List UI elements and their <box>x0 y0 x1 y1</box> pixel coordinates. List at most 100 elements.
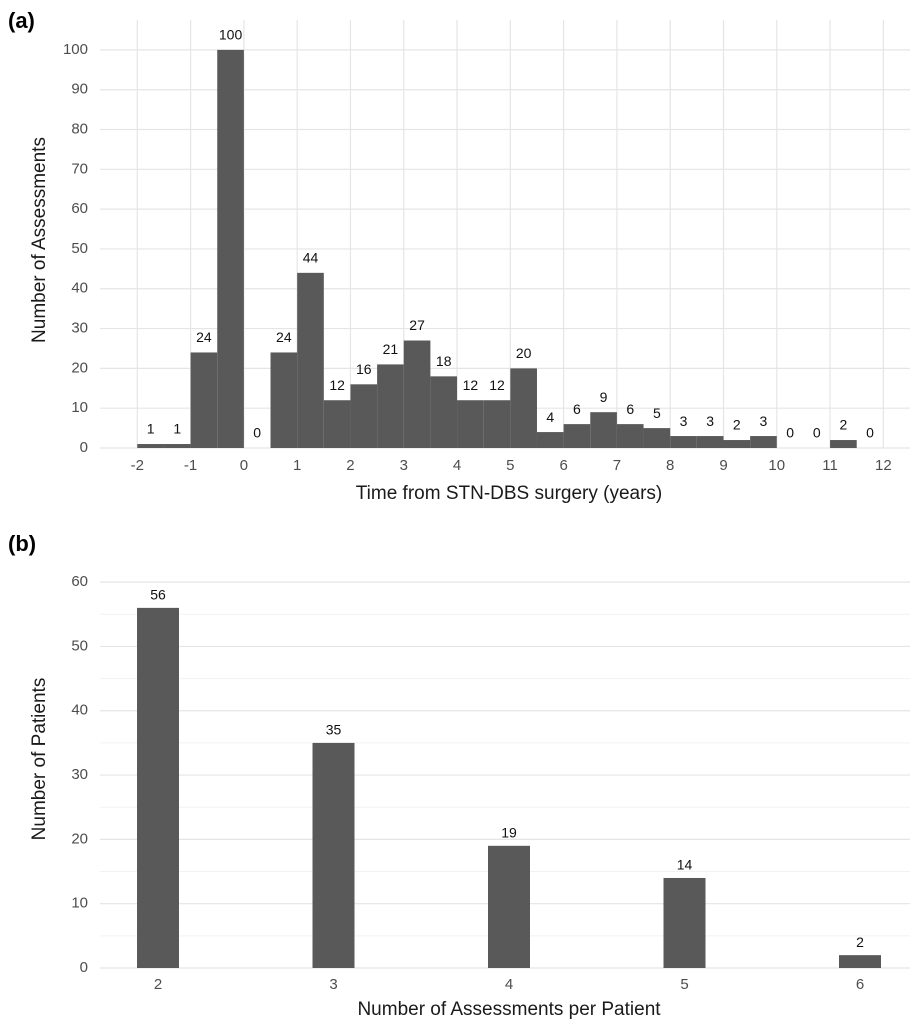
value-label: 16 <box>356 361 372 377</box>
value-label: 27 <box>409 317 425 333</box>
value-label: 14 <box>677 857 693 873</box>
y-tick-label: 60 <box>71 200 88 217</box>
y-tick-label: 90 <box>71 81 88 98</box>
x-tick-label: 3 <box>329 976 337 993</box>
bar <box>670 436 697 448</box>
value-label: 44 <box>303 250 319 266</box>
x-tick-label: 12 <box>875 457 892 474</box>
x-tick-label: 6 <box>856 976 864 993</box>
x-tick-label: 4 <box>505 976 513 993</box>
value-label: 3 <box>706 413 714 429</box>
bar <box>536 432 564 448</box>
value-label: 2 <box>839 417 847 433</box>
x-axis-title: Number of Assessments per Patient <box>357 999 661 1020</box>
x-tick-label: -1 <box>184 457 197 474</box>
x-tick-label: 1 <box>293 457 301 474</box>
y-tick-label: 50 <box>71 240 88 257</box>
bar <box>190 352 218 448</box>
bar <box>350 384 378 448</box>
bar <box>839 955 881 968</box>
y-tick-label: 30 <box>71 320 88 337</box>
value-label: 100 <box>219 27 243 43</box>
value-label: 6 <box>573 401 581 417</box>
panel-label: (b) <box>8 531 36 556</box>
value-label: 24 <box>276 329 292 345</box>
bar <box>377 364 404 448</box>
x-tick-label: -2 <box>131 457 144 474</box>
bar <box>323 400 351 448</box>
value-label: 12 <box>489 377 505 393</box>
bar <box>457 400 484 448</box>
x-tick-label: 7 <box>613 457 621 474</box>
y-tick-label: 20 <box>71 359 88 376</box>
value-label: 56 <box>150 587 166 603</box>
value-label: 19 <box>501 825 517 841</box>
bar <box>750 436 777 448</box>
value-label: 0 <box>866 425 874 441</box>
value-label: 0 <box>253 425 261 441</box>
x-tick-label: 9 <box>719 457 727 474</box>
bar <box>663 877 706 968</box>
y-tick-label: 40 <box>71 702 88 719</box>
bar <box>217 49 244 449</box>
value-label: 1 <box>173 421 181 437</box>
bar <box>430 376 458 448</box>
y-tick-label: 20 <box>71 830 88 847</box>
value-label: 12 <box>329 377 345 393</box>
y-axis-title: Number of Assessments <box>29 137 50 343</box>
bar <box>830 440 857 448</box>
bar <box>510 368 537 448</box>
bar <box>403 340 431 448</box>
y-tick-label: 60 <box>71 573 88 590</box>
value-label: 12 <box>463 377 479 393</box>
y-axis-title: Number of Patients <box>29 678 50 841</box>
value-label: 4 <box>546 409 554 425</box>
y-tick-label: 50 <box>71 637 88 654</box>
value-label: 21 <box>383 341 399 357</box>
value-label: 2 <box>733 417 741 433</box>
bar <box>137 607 179 968</box>
bar <box>163 444 191 448</box>
x-tick-label: 4 <box>453 457 461 474</box>
bar <box>488 845 530 968</box>
bar <box>590 412 617 448</box>
x-tick-label: 0 <box>240 457 248 474</box>
value-label: 24 <box>196 329 212 345</box>
y-tick-label: 80 <box>71 120 88 137</box>
x-tick-label: 8 <box>666 457 674 474</box>
x-tick-label: 2 <box>154 976 162 993</box>
bar <box>312 742 355 968</box>
value-label: 3 <box>680 413 688 429</box>
value-label: 9 <box>600 389 608 405</box>
y-tick-label: 0 <box>80 959 88 976</box>
value-label: 0 <box>813 425 821 441</box>
y-tick-label: 30 <box>71 766 88 783</box>
x-tick-label: 10 <box>768 457 785 474</box>
bar <box>483 400 511 448</box>
value-label: 35 <box>326 722 342 738</box>
y-tick-label: 10 <box>71 399 88 416</box>
value-label: 2 <box>856 934 864 950</box>
y-tick-label: 70 <box>71 160 88 177</box>
value-label: 0 <box>786 425 794 441</box>
value-label: 20 <box>516 345 532 361</box>
bar <box>270 352 298 448</box>
x-tick-label: 2 <box>346 457 354 474</box>
bar <box>137 444 164 448</box>
x-tick-label: 3 <box>400 457 408 474</box>
value-label: 3 <box>760 413 768 429</box>
y-tick-label: 40 <box>71 280 88 297</box>
x-axis-title: Time from STN-DBS surgery (years) <box>356 483 663 504</box>
y-tick-label: 100 <box>63 41 88 58</box>
bar <box>723 440 751 448</box>
x-tick-label: 11 <box>822 457 838 474</box>
bar <box>616 424 644 448</box>
x-tick-label: 5 <box>506 457 514 474</box>
x-tick-label: 5 <box>680 976 688 993</box>
bar <box>643 428 671 448</box>
value-label: 5 <box>653 405 661 421</box>
y-tick-label: 10 <box>71 895 88 912</box>
bar <box>696 436 724 448</box>
value-label: 18 <box>436 353 452 369</box>
